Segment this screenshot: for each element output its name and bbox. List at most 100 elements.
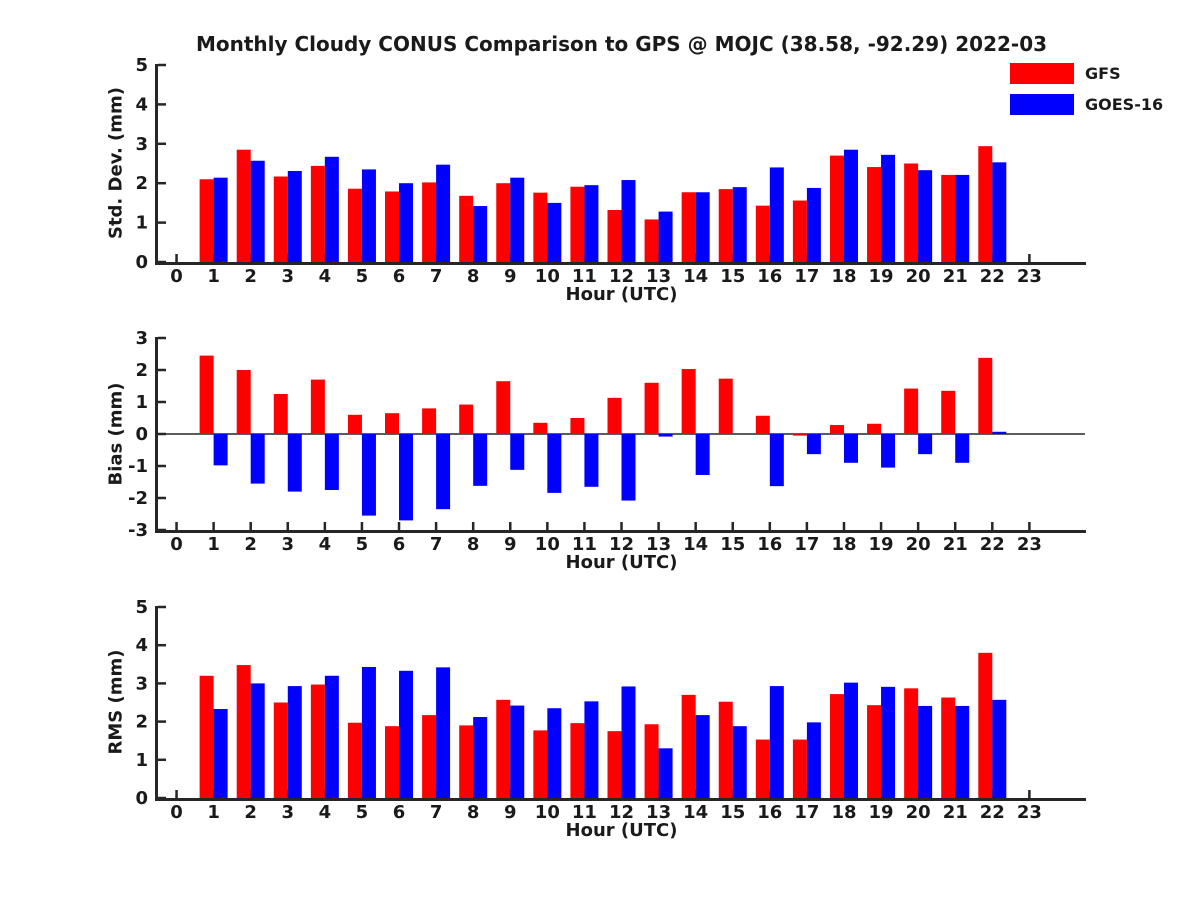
- bar-goes-16: [806, 434, 821, 455]
- bar-gfs: [422, 408, 437, 434]
- bar-goes-16: [324, 675, 339, 798]
- bar-gfs: [978, 652, 993, 798]
- bar-goes-16: [547, 202, 562, 262]
- bar-gfs: [792, 200, 807, 262]
- x-tick: [879, 522, 883, 530]
- bar-gfs: [459, 725, 474, 798]
- bar-gfs: [904, 688, 919, 798]
- panel-std-dev: 0 1 2 3 4 5 6 7 8 9 10 11 12 13 14 15 16 17 18 19 20 21 22 2301…: [135, 55, 1086, 287]
- bar-gfs: [533, 730, 548, 798]
- x-tick-label: 15: [720, 802, 745, 823]
- bar-goes-16: [992, 162, 1007, 262]
- bar-gfs: [570, 723, 585, 798]
- bar-goes-16: [287, 434, 302, 492]
- x-tick: [323, 522, 327, 530]
- x-tick: [175, 790, 178, 798]
- bar-gfs: [792, 739, 807, 798]
- bar-goes-16: [658, 434, 673, 437]
- x-tick-label: 13: [646, 802, 671, 823]
- bar-goes-16: [213, 434, 228, 466]
- bar-gfs: [644, 219, 659, 262]
- bar-goes-16: [843, 434, 858, 463]
- legend-item-gfs: GFS: [1010, 62, 1163, 84]
- bar-goes-16: [361, 666, 376, 798]
- x-tick-label: 11: [572, 802, 597, 823]
- bar-gfs: [978, 357, 993, 434]
- bar-goes-16: [732, 187, 747, 262]
- bar-gfs: [347, 722, 362, 798]
- x-tick-label: 9: [504, 534, 517, 555]
- y-tick-label: 0: [135, 424, 148, 445]
- x-tick-label: 20: [906, 266, 931, 287]
- bar-goes-16: [287, 686, 302, 798]
- x-tick: [546, 522, 549, 530]
- x-tick-label: 16: [757, 802, 782, 823]
- x-tick-label: 7: [430, 534, 443, 555]
- x-axis-label-rms: Hour (UTC): [565, 820, 678, 841]
- bar-gfs: [829, 155, 844, 262]
- bar-gfs: [385, 413, 400, 434]
- bar-gfs: [236, 370, 251, 434]
- bar-goes-16: [324, 156, 339, 262]
- bar-goes-16: [399, 434, 414, 521]
- x-tick-label: 23: [1017, 802, 1042, 823]
- bar-goes-16: [584, 434, 599, 487]
- x-tick: [175, 254, 178, 262]
- x-tick-label: 11: [572, 266, 597, 287]
- x-tick-label: 10: [535, 266, 560, 287]
- bar-gfs: [718, 701, 733, 798]
- x-tick-label: 3: [282, 534, 295, 555]
- x-tick: [1028, 790, 1031, 798]
- bar-goes-16: [436, 164, 451, 262]
- y-tick: [158, 400, 166, 404]
- y-tick: [158, 221, 166, 224]
- bar-goes-16: [695, 192, 710, 262]
- bar-goes-16: [584, 185, 599, 262]
- x-tick-label: 20: [906, 802, 931, 823]
- y-tick-label: -2: [128, 488, 148, 509]
- bar-goes-16: [361, 169, 376, 262]
- x-tick-label: 14: [683, 802, 708, 823]
- x-tick-label: 18: [831, 266, 856, 287]
- y-axis-line: [155, 64, 158, 265]
- x-tick-label: 13: [646, 266, 671, 287]
- bar-goes-16: [881, 434, 896, 468]
- bar-gfs: [681, 192, 696, 262]
- x-tick-label: 5: [356, 534, 369, 555]
- y-tick: [158, 720, 166, 723]
- bar-goes-16: [510, 705, 525, 798]
- bar-gfs: [496, 699, 511, 798]
- x-tick-label: 4: [319, 802, 332, 823]
- bar-gfs: [199, 675, 214, 798]
- bar-gfs: [792, 434, 807, 436]
- bar-gfs: [533, 422, 548, 434]
- x-tick-label: 21: [943, 534, 968, 555]
- bar-gfs: [570, 418, 585, 434]
- x-tick-label: 17: [794, 266, 819, 287]
- x-axis-line: [155, 262, 1086, 265]
- bar-gfs: [755, 205, 770, 262]
- bar-goes-16: [955, 434, 970, 463]
- x-tick: [916, 522, 920, 530]
- bar-goes-16: [769, 167, 784, 262]
- y-tick-label: 3: [135, 673, 148, 694]
- bar-gfs: [459, 404, 474, 434]
- bar-goes-16: [287, 170, 302, 262]
- x-tick: [434, 522, 438, 530]
- bar-goes-16: [695, 715, 710, 798]
- y-tick-label: 5: [135, 55, 148, 76]
- y-axis-line: [155, 606, 158, 801]
- y-tick-label: 3: [135, 134, 148, 155]
- bar-goes-16: [992, 431, 1007, 434]
- legend-label-goes16: GOES-16: [1085, 94, 1164, 114]
- bar-gfs: [978, 146, 993, 262]
- bar-goes-16: [621, 180, 636, 262]
- bar-gfs: [273, 394, 288, 434]
- bar-goes-16: [769, 686, 784, 798]
- bar-gfs: [867, 423, 882, 434]
- bar-goes-16: [399, 183, 414, 262]
- x-tick-label: 19: [869, 802, 894, 823]
- y-tick-label: 1: [135, 213, 148, 234]
